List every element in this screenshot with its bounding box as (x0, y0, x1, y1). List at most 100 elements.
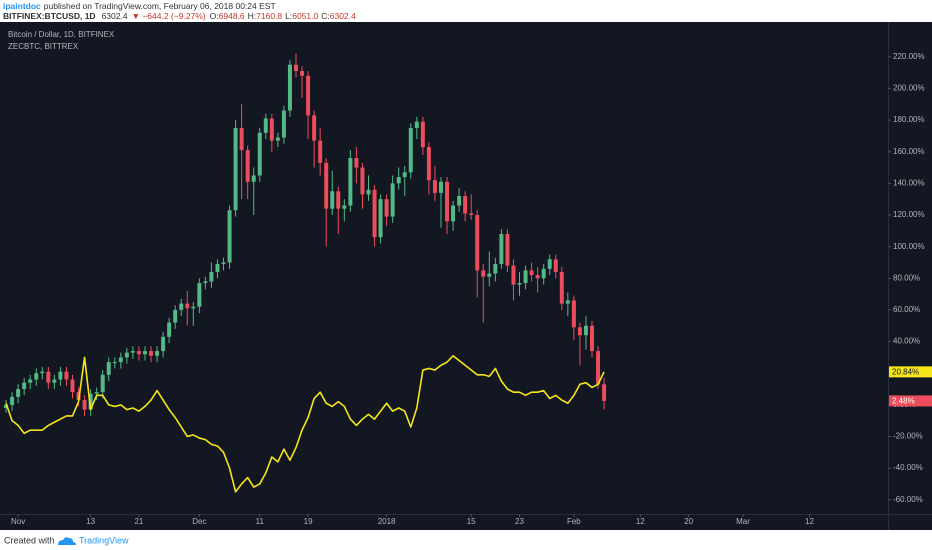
symbol: BITFINEX:BTCUSD, 1D (3, 11, 96, 21)
x-tick-label: 20 (684, 517, 693, 526)
ohlc-label: O: (210, 11, 219, 21)
candle-body (559, 271, 564, 304)
candle-body (245, 150, 250, 182)
candle-body (499, 233, 504, 265)
ohlc-label: L: (285, 11, 292, 21)
published: published on TradingView.com, February 0… (44, 1, 276, 11)
header-line-2: BITFINEX:BTCUSD, 1D 6302.4 ▼ −644.2 (−9.27… (3, 11, 356, 21)
candle-body (475, 215, 480, 271)
price-tag-label: 20.84% (892, 367, 919, 376)
candle-body (535, 275, 540, 279)
x-tick-label: 12 (805, 517, 814, 526)
candle-body (505, 233, 510, 266)
y-tick-label: -40.00% (893, 463, 923, 472)
candle-body (118, 357, 123, 363)
candle-body (553, 259, 558, 272)
candle-body (106, 362, 111, 375)
candle-body (523, 270, 528, 284)
candle-body (414, 121, 419, 128)
candle-body (583, 325, 588, 336)
candle-body (161, 336, 166, 352)
candle-body (203, 281, 208, 284)
candle-body (191, 306, 196, 309)
y-tick-label: 40.00% (893, 337, 920, 346)
ohlc-value: 6051.0 (292, 11, 318, 21)
y-tick-label: 100.00% (893, 242, 925, 251)
candle-body (4, 404, 9, 409)
candle-body (493, 264, 498, 274)
candle-body (34, 373, 39, 380)
footer-brand[interactable]: TradingView (79, 535, 129, 545)
author[interactable]: ipaintdoc (3, 1, 41, 11)
ohlc-label: H: (248, 11, 257, 21)
candle-body (88, 393, 93, 410)
y-tick-label: -20.00% (893, 432, 923, 441)
y-tick-label: 60.00% (893, 305, 920, 314)
x-tick-label: 2018 (378, 517, 396, 526)
candle-body (571, 300, 576, 328)
brand-logo (58, 537, 76, 545)
candle-body (312, 115, 317, 141)
candle-body (179, 303, 184, 310)
candle-body (306, 75, 311, 116)
candle-body (342, 205, 347, 209)
candle-body (354, 158, 359, 168)
candle-body (40, 371, 45, 374)
y-tick-label: 220.00% (893, 52, 925, 61)
ohlc-label: C: (321, 11, 330, 21)
candle-body (149, 351, 154, 356)
candle-body (451, 205, 456, 222)
last-price: 6302.4 (102, 11, 128, 21)
x-tick-label: 11 (256, 517, 265, 526)
candle-body (58, 371, 63, 380)
price-tag-label: 2.48% (892, 397, 915, 406)
candle-body (390, 183, 395, 217)
y-tick-label: 180.00% (893, 115, 925, 124)
candle-body (360, 167, 365, 195)
ohlc-value: 6948.6 (219, 11, 245, 21)
candle-body (64, 371, 69, 380)
candle-body (10, 396, 15, 405)
candle-body (16, 389, 21, 397)
candle-body (432, 180, 437, 193)
candle-body (94, 392, 99, 394)
line-series (5, 355, 605, 493)
candle-body (287, 64, 292, 111)
candle-body (469, 213, 474, 216)
price-tag (889, 366, 932, 378)
candle-body (396, 177, 401, 184)
x-tick-label: Mar (736, 517, 750, 526)
x-tick-label: Feb (567, 517, 581, 526)
candle-body (269, 118, 274, 141)
y-tick-label: -60.00% (893, 495, 923, 504)
footer-created: Created with (4, 535, 55, 545)
candle-body (239, 127, 244, 151)
header-line-1: ipaintdoc published on TradingView.com, F… (3, 1, 276, 11)
candle-body (324, 162, 329, 209)
candle-body (197, 283, 202, 307)
candle-body (155, 351, 160, 356)
axes: -60.00%-40.00%-20.00%0.00%40.00%60.00%80… (11, 52, 932, 526)
legend-entry: ZECBTC, BITTREX (8, 42, 79, 51)
candle-body (541, 268, 546, 279)
candle-body (100, 374, 105, 393)
candle-body (52, 379, 57, 383)
x-tick-label: 12 (636, 517, 645, 526)
candle-body (457, 196, 462, 206)
candle-body (529, 270, 534, 276)
candle-body (565, 300, 570, 304)
candle-body (445, 181, 450, 222)
candle-body (402, 172, 407, 178)
candle-body (420, 121, 425, 147)
candle-body (167, 322, 172, 337)
candle-body (602, 384, 607, 401)
ohlc-value: 7160.8 (256, 11, 282, 21)
candle-body (294, 64, 298, 72)
candle-body (372, 189, 377, 238)
legend-entry: Bitcoin / Dollar, 1D, BITFINEX (8, 30, 115, 39)
y-tick-label: 160.00% (893, 147, 925, 156)
candle-body (378, 199, 383, 238)
candle-body (28, 379, 33, 383)
